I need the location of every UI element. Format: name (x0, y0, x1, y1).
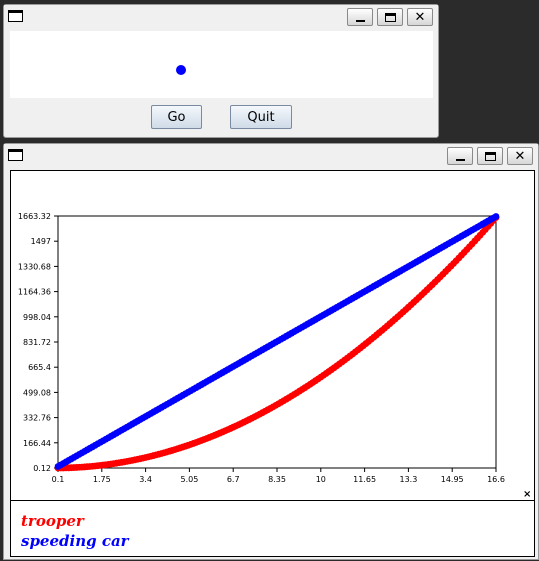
y-tick-label: 1663.32 (18, 212, 51, 221)
titlebar[interactable]: ✕ (4, 5, 438, 29)
x-tick-label: 3.4 (139, 475, 152, 484)
maximize-icon (384, 12, 396, 22)
y-tick-label: 332.76 (23, 414, 51, 423)
animation-canvas (10, 31, 433, 98)
y-tick-label: 166.44 (23, 439, 51, 448)
titlebar[interactable]: ✕ (4, 144, 538, 168)
x-tick-label: 11.65 (353, 475, 376, 484)
y-tick-label: 499.08 (23, 388, 51, 397)
maximize-button[interactable] (377, 8, 403, 26)
close-button[interactable]: ✕ (507, 147, 533, 165)
minimize-icon (455, 159, 465, 161)
y-tick-label: 0.12 (33, 464, 51, 473)
legend-trooper: trooper (21, 512, 84, 530)
x-tick-label: 6.7 (227, 475, 240, 484)
y-tick-label: 998.04 (23, 313, 51, 322)
minimize-icon (355, 20, 365, 22)
x-tick-label: 8.35 (268, 475, 286, 484)
legend-close-icon[interactable]: × (523, 489, 532, 500)
x-tick-label: 1.75 (93, 475, 111, 484)
minimize-button[interactable] (347, 8, 373, 26)
x-tick-label: 14.95 (441, 475, 464, 484)
animation-window: ✕ Go Quit (3, 4, 439, 138)
y-tick-label: 665.4 (28, 363, 51, 372)
go-button[interactable]: Go (151, 105, 202, 129)
x-tick-label: 16.6 (487, 475, 505, 484)
x-tick-label: 5.05 (180, 475, 198, 484)
close-icon: ✕ (514, 148, 526, 164)
legend-speeding-car: speeding car (21, 532, 129, 550)
close-button[interactable]: ✕ (407, 8, 433, 26)
legend-divider (10, 500, 535, 501)
window-icon (8, 10, 23, 22)
maximize-icon (484, 151, 496, 161)
x-tick-label: 0.1 (52, 475, 65, 484)
x-tick-label: 10 (316, 475, 326, 484)
minimize-button[interactable] (447, 147, 473, 165)
chart-window: ✕ 0.1 1.75 3.4 5.05 6.7 8.35 10 11.65 13.3 14.95 1… (3, 143, 539, 560)
moving-dot (176, 65, 186, 75)
y-tick-label: 1164.36 (18, 288, 51, 297)
series-1-point (492, 213, 500, 220)
window-icon (8, 149, 23, 161)
chart-panel (10, 170, 535, 557)
maximize-button[interactable] (477, 147, 503, 165)
close-icon: ✕ (414, 9, 426, 25)
y-tick-label: 1330.68 (18, 262, 51, 271)
x-tick-label: 13.3 (399, 475, 417, 484)
quit-button[interactable]: Quit (230, 105, 292, 129)
chart: 0.1 1.75 3.4 5.05 6.7 8.35 10 11.65 13.3 14.95 16.… (18, 212, 505, 484)
y-tick-label: 831.72 (23, 338, 51, 347)
y-tick-label: 1497 (31, 237, 51, 246)
